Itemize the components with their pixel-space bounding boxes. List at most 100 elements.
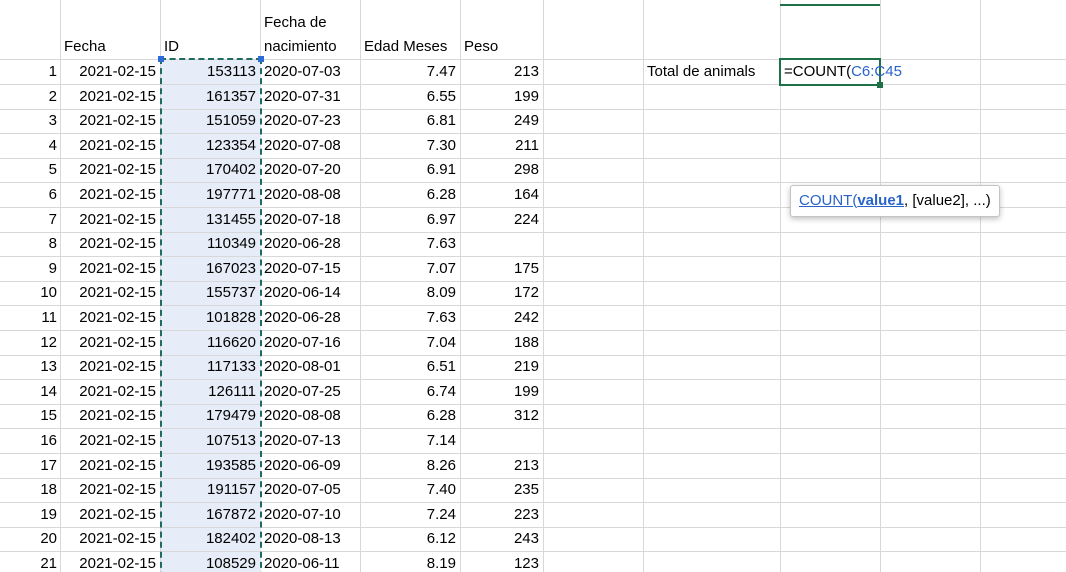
cell-edad-meses[interactable]: 6.12 xyxy=(426,530,456,548)
cell-fecha[interactable]: 2021-02-15 xyxy=(79,161,156,179)
cell-fecha-nacimiento[interactable]: 2020-07-03 xyxy=(264,63,341,80)
cell-peso[interactable]: 249 xyxy=(513,112,539,130)
cell-peso[interactable]: 211 xyxy=(515,136,539,154)
cell-id[interactable]: 101828 xyxy=(205,309,256,326)
cell-fecha[interactable]: 2021-02-15 xyxy=(79,333,156,351)
cell-id[interactable]: 193585 xyxy=(205,456,256,474)
cell-fecha-nacimiento[interactable]: 2020-07-31 xyxy=(264,87,341,105)
cell-id[interactable]: 197771 xyxy=(205,186,256,203)
cell-fecha-nacimiento[interactable]: 2020-07-18 xyxy=(264,210,341,228)
cell-fecha[interactable]: 2021-02-15 xyxy=(79,63,156,80)
cell-id[interactable]: 155737 xyxy=(205,284,256,302)
cell-peso[interactable]: 172 xyxy=(513,284,539,302)
cell-edad-meses[interactable]: 6.28 xyxy=(426,186,456,203)
cell-id[interactable]: 167023 xyxy=(205,259,256,277)
cell-fecha[interactable]: 2021-02-15 xyxy=(79,456,156,474)
cell-peso[interactable]: 213 xyxy=(513,456,539,474)
header-fecha-nacimiento-line1[interactable]: Fecha de xyxy=(264,14,327,31)
cell-id[interactable]: 131455 xyxy=(205,210,256,228)
cell-fecha[interactable]: 2021-02-15 xyxy=(79,284,156,302)
cell-fecha-nacimiento[interactable]: 2020-08-08 xyxy=(264,407,341,425)
header-fecha-nacimiento-line2[interactable]: nacimiento xyxy=(264,38,337,55)
cell-fecha-nacimiento[interactable]: 2020-07-10 xyxy=(264,505,341,523)
cell-peso[interactable]: 243 xyxy=(513,530,539,548)
header-fecha[interactable]: Fecha xyxy=(64,38,106,55)
cell-fecha-nacimiento[interactable]: 2020-08-08 xyxy=(264,186,341,203)
cell-peso[interactable]: 164 xyxy=(513,186,539,203)
cell-edad-meses[interactable]: 7.40 xyxy=(426,481,456,499)
cell-fecha-nacimiento[interactable]: 2020-06-09 xyxy=(264,456,341,474)
cell-edad-meses[interactable]: 7.14 xyxy=(426,432,456,449)
cell-id[interactable]: 116620 xyxy=(207,333,256,351)
cell-fecha[interactable]: 2021-02-15 xyxy=(79,432,156,449)
total-animals-label[interactable]: Total de animals xyxy=(647,63,756,80)
cell-fecha-nacimiento[interactable]: 2020-06-11 xyxy=(264,555,340,572)
cell-edad-meses[interactable]: 6.28 xyxy=(426,407,456,425)
cell-edad-meses[interactable]: 7.24 xyxy=(426,505,456,523)
cell-id[interactable]: 161357 xyxy=(205,87,256,105)
tooltip-arg-value1[interactable]: value1 xyxy=(857,192,905,209)
cell-fecha[interactable]: 2021-02-15 xyxy=(79,112,156,130)
formula-cell[interactable]: =COUNT(C6:C45 xyxy=(779,58,902,88)
cell-edad-meses[interactable]: 7.30 xyxy=(426,136,456,154)
fill-handle[interactable] xyxy=(877,82,883,88)
cell-fecha[interactable]: 2021-02-15 xyxy=(79,382,156,400)
selection-handle[interactable] xyxy=(158,56,164,62)
cell-edad-meses[interactable]: 7.04 xyxy=(426,333,456,351)
cell-fecha-nacimiento[interactable]: 2020-08-01 xyxy=(264,358,341,376)
header-id[interactable]: ID xyxy=(164,38,179,55)
cell-edad-meses[interactable]: 6.55 xyxy=(426,87,456,105)
cell-fecha-nacimiento[interactable]: 2020-06-14 xyxy=(264,284,341,302)
cell-peso[interactable]: 223 xyxy=(513,505,539,523)
cell-fecha-nacimiento[interactable]: 2020-06-28 xyxy=(264,309,341,326)
cell-edad-meses[interactable]: 7.47 xyxy=(426,63,456,80)
cell-peso[interactable] xyxy=(460,232,543,256)
cell-peso[interactable]: 242 xyxy=(513,309,539,326)
cell-fecha[interactable]: 2021-02-15 xyxy=(79,530,156,548)
cell-fecha[interactable]: 2021-02-15 xyxy=(79,87,156,105)
cell-id[interactable]: 170402 xyxy=(205,161,256,179)
cell-id[interactable]: 167872 xyxy=(205,505,256,523)
cell-fecha-nacimiento[interactable]: 2020-07-23 xyxy=(264,112,341,130)
cell-peso[interactable]: 312 xyxy=(513,407,539,425)
cell-fecha-nacimiento[interactable]: 2020-07-05 xyxy=(264,481,341,499)
cell-id[interactable]: 108529 xyxy=(205,555,256,572)
cell-fecha[interactable]: 2021-02-15 xyxy=(79,407,156,425)
cell-id[interactable]: 107513 xyxy=(205,432,256,449)
cell-id[interactable]: 110349 xyxy=(207,235,256,253)
cell-fecha[interactable]: 2021-02-15 xyxy=(79,210,156,228)
cell-peso[interactable]: 298 xyxy=(513,161,539,179)
cell-id[interactable]: 123354 xyxy=(205,136,256,154)
cell-fecha-nacimiento[interactable]: 2020-07-15 xyxy=(264,259,341,277)
cell-fecha[interactable]: 2021-02-15 xyxy=(79,186,156,203)
cell-edad-meses[interactable]: 6.81 xyxy=(426,112,456,130)
cell-fecha[interactable]: 2021-02-15 xyxy=(79,259,156,277)
cell-peso[interactable]: 175 xyxy=(513,259,539,277)
header-edad-meses[interactable]: Edad Meses xyxy=(364,38,448,55)
cell-peso[interactable]: 224 xyxy=(513,210,539,228)
cell-edad-meses[interactable]: 7.07 xyxy=(426,259,456,277)
cell-id[interactable]: 179479 xyxy=(205,407,256,425)
cell-peso[interactable] xyxy=(460,429,543,453)
cell-edad-meses[interactable]: 8.19 xyxy=(426,555,456,572)
cell-edad-meses[interactable]: 6.97 xyxy=(426,210,456,228)
cell-peso[interactable]: 123 xyxy=(513,555,539,572)
cell-peso[interactable]: 199 xyxy=(513,87,539,105)
cell-peso[interactable]: 188 xyxy=(513,333,539,351)
cell-fecha[interactable]: 2021-02-15 xyxy=(79,555,156,572)
cell-edad-meses[interactable]: 7.63 xyxy=(426,309,456,326)
cell-id[interactable]: 182402 xyxy=(205,530,256,548)
cell-fecha[interactable]: 2021-02-15 xyxy=(79,481,156,499)
cell-peso[interactable]: 213 xyxy=(513,63,539,80)
cell-fecha-nacimiento[interactable]: 2020-07-16 xyxy=(264,333,341,351)
cell-fecha-nacimiento[interactable]: 2020-08-13 xyxy=(264,530,341,548)
cell-fecha-nacimiento[interactable]: 2020-07-13 xyxy=(264,432,341,449)
cell-edad-meses[interactable]: 7.63 xyxy=(426,235,456,253)
function-name-link[interactable]: COUNT xyxy=(799,192,853,209)
cell-edad-meses[interactable]: 6.91 xyxy=(426,161,456,179)
cell-edad-meses[interactable]: 8.26 xyxy=(426,456,456,474)
cell-fecha[interactable]: 2021-02-15 xyxy=(79,309,156,326)
cell-fecha-nacimiento[interactable]: 2020-07-25 xyxy=(264,382,341,400)
header-peso[interactable]: Peso xyxy=(464,38,499,55)
